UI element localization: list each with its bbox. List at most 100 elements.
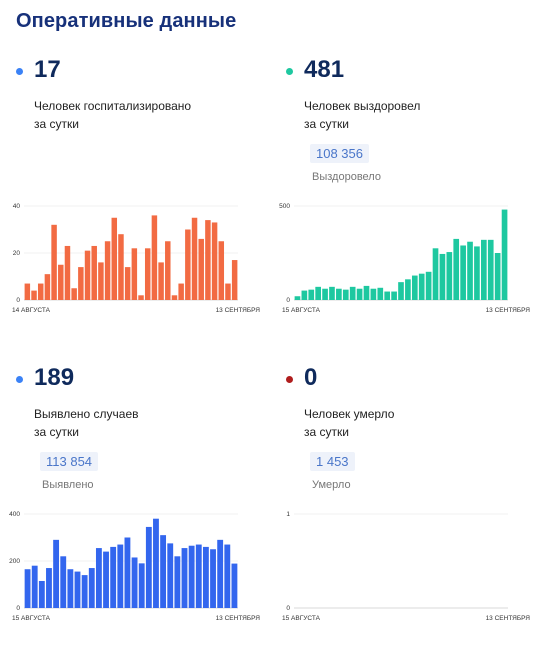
bar [336, 288, 342, 300]
bar [84, 250, 91, 300]
y-tick-label: 0 [286, 297, 290, 304]
bar [38, 580, 45, 608]
bar [64, 245, 71, 300]
bar [31, 290, 37, 300]
bar [315, 286, 321, 300]
bar [377, 287, 384, 300]
deaths-label-line1: Человек умерло [304, 407, 395, 421]
bar [224, 544, 231, 608]
bar [131, 557, 138, 608]
bar [74, 571, 81, 608]
bar [211, 222, 218, 300]
bar [104, 241, 111, 300]
bar [501, 209, 508, 300]
bar [44, 274, 51, 300]
bar [370, 288, 377, 300]
bar [425, 271, 432, 300]
recovered-value: 481 [304, 56, 345, 83]
deaths-value: 0 [304, 364, 318, 391]
hospitalized-value: 17 [34, 56, 61, 83]
bar [356, 288, 363, 300]
deaths-dot [286, 376, 293, 383]
bar [151, 215, 158, 300]
bar [474, 246, 480, 300]
y-tick-label: 1 [286, 511, 290, 518]
bar [467, 241, 473, 300]
y-tick-label: 500 [279, 203, 290, 210]
y-tick-label: 200 [9, 558, 20, 565]
recovered-total-label: Выздоровело [312, 171, 381, 183]
bar [51, 224, 57, 300]
deaths-panel: 0 Человек умерло за сутки 1 453 Умерло 0… [276, 364, 536, 664]
bar [111, 217, 118, 300]
bar [432, 248, 439, 300]
hospitalized-label-line1: Человек госпитализировано [34, 99, 192, 113]
bar [178, 283, 184, 300]
bar [46, 568, 52, 608]
bar [171, 295, 178, 300]
bar [322, 288, 328, 300]
cases-label: Выявлено случаев за сутки [34, 405, 254, 441]
hospitalized-chart: 0 20 40 14 АВГУСТА 13 СЕНТЯБРЯ [12, 203, 261, 314]
x-start-label: 14 АВГУСТА [12, 307, 51, 314]
y-tick-label: 40 [13, 203, 21, 210]
y-tick-label: 0 [16, 605, 20, 612]
page-title: Оперативные данные [16, 10, 237, 32]
bar [301, 290, 308, 300]
bar [165, 241, 171, 300]
bar [103, 551, 109, 608]
cases-panel: 189 Выявлено случаев за сутки 113 854 Вы… [6, 364, 266, 664]
bar [167, 543, 174, 608]
bar [411, 275, 418, 300]
y-tick-label: 20 [13, 250, 21, 257]
bar [329, 286, 335, 300]
bar [217, 539, 224, 608]
bar [138, 563, 145, 608]
cases-label-line2: за сутки [34, 425, 79, 439]
bar [131, 248, 138, 300]
x-end-label: 13 СЕНТЯБРЯ [486, 307, 531, 314]
cases-total: 113 854 [40, 452, 99, 471]
bar [91, 245, 97, 300]
bar [174, 556, 181, 608]
bar [202, 546, 209, 608]
bar [67, 569, 74, 608]
bar [405, 279, 411, 300]
bar [158, 262, 164, 300]
bar [81, 575, 88, 608]
bar [181, 548, 188, 608]
y-tick-label: 0 [16, 297, 20, 304]
bar [98, 262, 104, 300]
cases-value: 189 [34, 364, 75, 391]
bar [198, 238, 204, 300]
bar [71, 288, 77, 300]
bar [210, 549, 216, 608]
bar [398, 282, 404, 300]
bar [218, 241, 225, 300]
bar [145, 526, 152, 608]
bar [24, 283, 31, 300]
deaths-label-line2: за сутки [304, 425, 349, 439]
bar [349, 286, 356, 300]
bar [144, 248, 151, 300]
bar [37, 283, 44, 300]
bar [110, 546, 117, 608]
x-end-label: 13 СЕНТЯБРЯ [216, 307, 261, 314]
bar [117, 544, 124, 608]
y-tick-label: 0 [286, 605, 290, 612]
y-tick-label: 400 [9, 511, 20, 518]
bar [191, 217, 198, 300]
bar [494, 253, 501, 300]
bar [391, 291, 397, 300]
bar [53, 539, 60, 608]
bar [342, 289, 349, 300]
bar [308, 289, 315, 300]
x-end-label: 13 СЕНТЯБРЯ [486, 615, 531, 622]
recovered-panel: 481 Человек выздоровел за сутки 108 356 … [276, 56, 536, 356]
bar [160, 535, 167, 608]
bar [453, 238, 460, 300]
bar [31, 565, 38, 608]
x-start-label: 15 АВГУСТА [282, 307, 321, 314]
recovered-label: Человек выздоровел за сутки [304, 97, 524, 133]
bar [78, 267, 84, 300]
